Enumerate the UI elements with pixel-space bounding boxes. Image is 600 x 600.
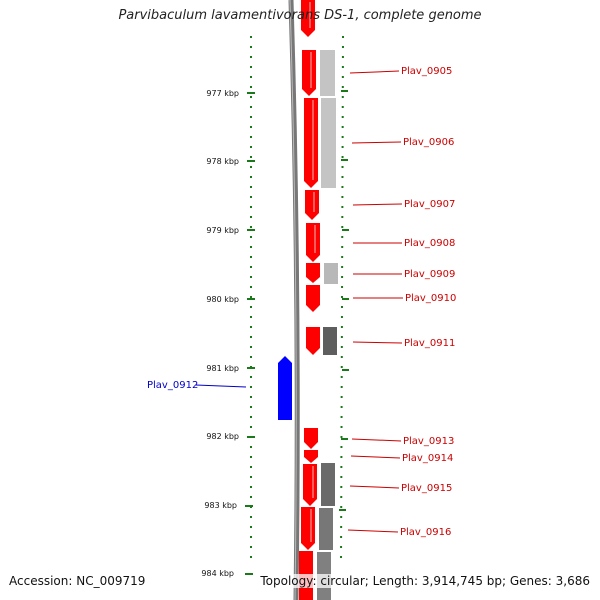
gene-label-plav-0913: Plav_0913 <box>403 436 454 447</box>
kbp-label-982: 982 kbp <box>206 432 239 441</box>
gene-label-plav-0914: Plav_0914 <box>402 453 453 464</box>
kbp-labels: 977 kbp 978 kbp 979 kbp 980 kbp 981 kbp … <box>201 89 239 578</box>
kbp-label-980: 980 kbp <box>206 295 239 304</box>
gene-label-plav-0908: Plav_0908 <box>404 238 455 249</box>
gene-arrow-plav-0916 <box>301 507 315 550</box>
genome-backbone-highlight <box>289 0 297 600</box>
gene-arrow-plav-0906 <box>304 98 318 188</box>
gene-arrow-plav-0905 <box>302 50 316 96</box>
gene-arrow-plav-0913 <box>304 428 318 449</box>
gene-arrow-plav-0909 <box>306 263 320 283</box>
ruler-line-right <box>340 35 344 567</box>
similarity-bar <box>321 98 336 188</box>
similarity-bar <box>323 327 337 355</box>
gene-label-plav-0905: Plav_0905 <box>401 66 452 77</box>
genome-backbone <box>288 0 300 600</box>
similarity-bars <box>317 50 338 600</box>
gene-arrow-plav-0914 <box>304 450 318 463</box>
accession-text: Accession: NC_009719 <box>9 574 146 588</box>
label-connectors-forward <box>347 70 403 533</box>
gene-arrow-plav-0907 <box>305 190 319 220</box>
gene-label-plav-0915: Plav_0915 <box>401 483 452 494</box>
kbp-label-984: 984 kbp <box>201 569 234 578</box>
kbp-label-979: 979 kbp <box>206 226 239 235</box>
page-title: Parvibaculum lavamentivorans DS-1, compl… <box>118 8 482 23</box>
gene-arrow-plav-0915 <box>303 464 317 506</box>
gene-label-plav-0909: Plav_0909 <box>404 269 455 280</box>
gene-arrow-plav-0911 <box>306 327 320 355</box>
topology-text: Topology: circular; Length: 3,914,745 bp… <box>260 574 590 588</box>
ruler-ticks-left <box>245 92 255 575</box>
forward-genes <box>299 0 320 600</box>
gene-arrow-plav-0910 <box>306 285 320 312</box>
gene-labels-forward: Plav_0905 Plav_0906 Plav_0907 Plav_0908 … <box>400 66 456 538</box>
gene-label-plav-0907: Plav_0907 <box>404 199 455 210</box>
kbp-label-978: 978 kbp <box>206 157 239 166</box>
kbp-label-983: 983 kbp <box>204 501 237 510</box>
similarity-bar <box>319 508 333 550</box>
similarity-bar <box>320 50 335 96</box>
gene-highlights <box>309 2 316 542</box>
similarity-bar <box>321 463 335 506</box>
gene-arrow-top <box>301 0 315 37</box>
gene-label-plav-0910: Plav_0910 <box>405 293 456 304</box>
similarity-bar <box>324 263 338 284</box>
gene-arrow-plav-0908 <box>306 223 320 262</box>
gene-label-plav-0912: Plav_0912 <box>147 380 198 391</box>
gene-label-plav-0916: Plav_0916 <box>400 527 451 538</box>
gene-arrow-plav-0912 <box>278 356 292 420</box>
gene-label-plav-0911: Plav_0911 <box>404 338 455 349</box>
kbp-label-981: 981 kbp <box>206 364 239 373</box>
label-connector-reverse <box>195 384 247 388</box>
gene-label-plav-0906: Plav_0906 <box>403 137 454 148</box>
ruler-ticks-right <box>339 90 349 511</box>
kbp-label-977: 977 kbp <box>206 89 239 98</box>
